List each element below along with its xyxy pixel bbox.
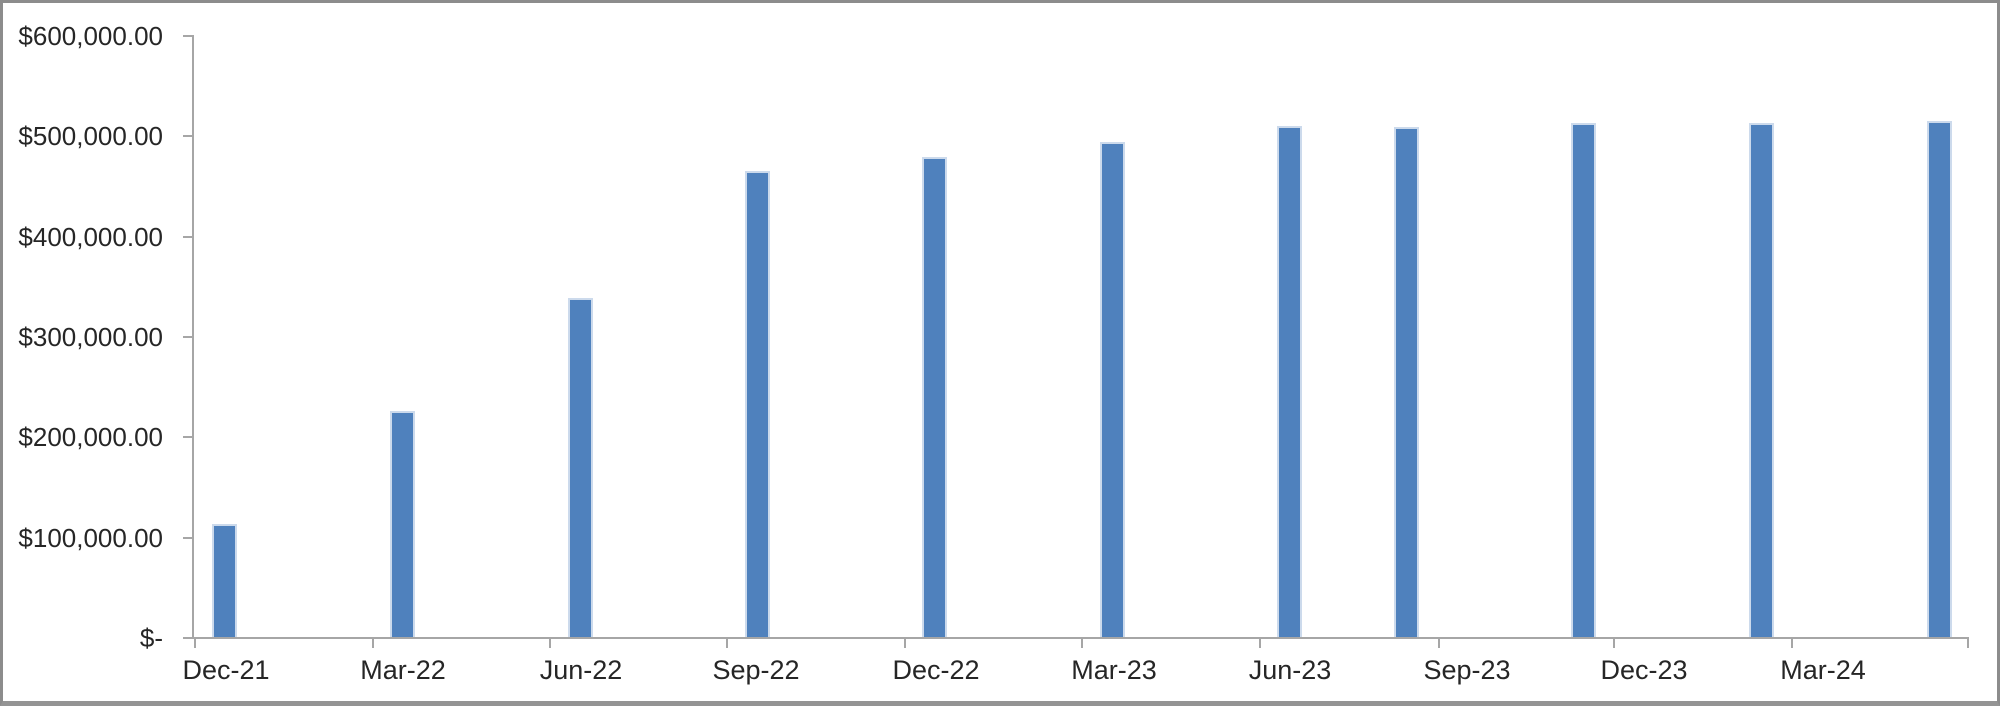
y-axis-tick bbox=[183, 135, 192, 137]
x-axis-tick-label: Jun-23 bbox=[1248, 655, 1332, 685]
x-axis-tick-label: Dec-22 bbox=[892, 655, 980, 685]
y-axis-tick bbox=[183, 236, 192, 238]
bar bbox=[1927, 121, 1952, 637]
bar bbox=[212, 524, 237, 637]
x-axis-tick bbox=[1967, 639, 1969, 648]
x-axis-tick bbox=[372, 639, 374, 648]
x-axis-tick bbox=[1259, 639, 1261, 648]
x-axis-tick-label: Dec-23 bbox=[1600, 655, 1688, 685]
bar bbox=[1571, 123, 1596, 637]
x-axis-line bbox=[192, 637, 1969, 639]
x-axis-tick bbox=[1438, 639, 1440, 648]
x-axis-tick bbox=[194, 639, 196, 648]
x-axis-tick-label: Mar-24 bbox=[1780, 655, 1866, 685]
x-axis-tick-label: Jun-22 bbox=[539, 655, 623, 685]
bar bbox=[1749, 123, 1774, 637]
x-axis-tick bbox=[1791, 639, 1793, 648]
y-axis-tick-label: $400,000.00 bbox=[18, 222, 163, 252]
bar bbox=[390, 411, 415, 637]
y-axis-line bbox=[192, 35, 194, 639]
bar bbox=[922, 157, 947, 637]
y-axis-tick-label: $500,000.00 bbox=[18, 121, 163, 151]
x-axis-tick-label: Mar-22 bbox=[360, 655, 446, 685]
y-axis-tick bbox=[183, 637, 192, 639]
bar bbox=[1394, 127, 1419, 637]
bar bbox=[568, 298, 593, 637]
bar bbox=[745, 171, 770, 637]
x-axis-tick-label: Dec-21 bbox=[182, 655, 270, 685]
x-axis-tick-label: Mar-23 bbox=[1071, 655, 1157, 685]
y-axis-tick-label: $200,000.00 bbox=[18, 422, 163, 452]
bar bbox=[1100, 142, 1125, 637]
y-axis-tick bbox=[183, 537, 192, 539]
x-axis-tick bbox=[904, 639, 906, 648]
x-axis-tick bbox=[549, 639, 551, 648]
y-axis-tick-label: $100,000.00 bbox=[18, 523, 163, 553]
y-axis-tick-label: $300,000.00 bbox=[18, 322, 163, 352]
bar bbox=[1277, 126, 1302, 637]
y-axis-tick bbox=[183, 35, 192, 37]
y-axis-tick-label: $600,000.00 bbox=[18, 21, 163, 51]
x-axis-tick-label: Sep-22 bbox=[712, 655, 800, 685]
x-axis-tick bbox=[1613, 639, 1615, 648]
y-axis-tick-label: $- bbox=[139, 623, 163, 653]
x-axis-tick bbox=[726, 639, 728, 648]
y-axis-tick bbox=[183, 436, 192, 438]
x-axis-tick-label: Sep-23 bbox=[1423, 655, 1511, 685]
x-axis-tick bbox=[1081, 639, 1083, 648]
y-axis-tick bbox=[183, 336, 192, 338]
